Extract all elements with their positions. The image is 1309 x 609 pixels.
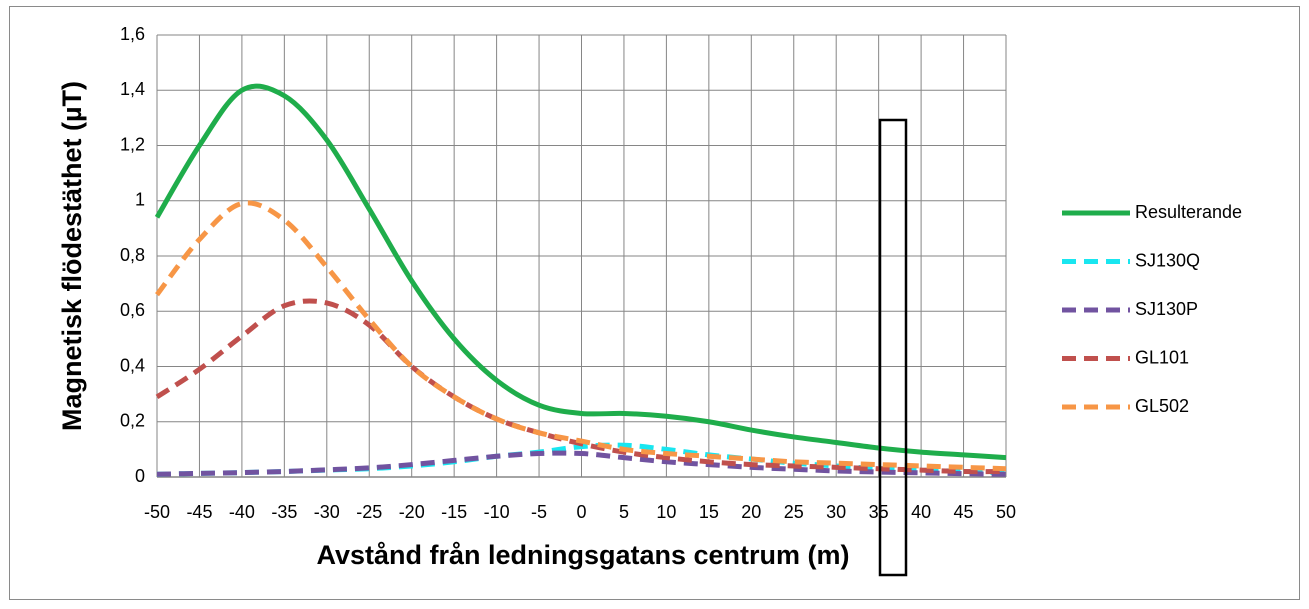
x-tick-label: 35 <box>869 502 889 522</box>
x-tick-label: -40 <box>229 502 255 522</box>
x-tick-label: 0 <box>576 502 586 522</box>
legend-label: GL502 <box>1135 396 1189 416</box>
y-tick-label: 0,4 <box>120 355 145 375</box>
y-tick-label: 0 <box>135 466 145 486</box>
x-tick-label: -20 <box>399 502 425 522</box>
lines <box>154 83 1007 477</box>
y-tick-label: 1,4 <box>120 79 145 99</box>
series-line <box>155 298 1007 475</box>
x-axis-title: Avstånd från ledningsgatans centrum (m) <box>316 540 849 570</box>
y-tick-label: 1,6 <box>120 24 145 44</box>
y-tick-label: 1,2 <box>120 134 145 154</box>
series-line <box>154 83 1007 461</box>
legend-label: SJ130Q <box>1135 250 1200 270</box>
x-tick-label: 5 <box>619 502 629 522</box>
y-tick-label: 0,8 <box>120 245 145 265</box>
legend-label: Resulterande <box>1135 202 1242 222</box>
series-line <box>155 200 1007 472</box>
y-tick-label: 1 <box>135 190 145 210</box>
highlight-box <box>878 118 908 577</box>
y-axis-title: Magnetisk flödestäthet (µT) <box>57 81 87 431</box>
x-tick-label: -30 <box>314 502 340 522</box>
legend-label: SJ130P <box>1135 299 1198 319</box>
y-tick-label: 0,6 <box>120 300 145 320</box>
x-tick-label: -25 <box>356 502 382 522</box>
x-tick-label: 10 <box>656 502 676 522</box>
legend-label: GL101 <box>1135 347 1189 367</box>
x-tick-label: 15 <box>699 502 719 522</box>
x-tick-label: 20 <box>741 502 761 522</box>
x-tick-label: 25 <box>784 502 804 522</box>
x-tick-label: -50 <box>144 502 170 522</box>
x-tick-label: -35 <box>271 502 297 522</box>
x-tick-label: 50 <box>996 502 1016 522</box>
x-tick-label: 30 <box>826 502 846 522</box>
x-tick-label: 40 <box>911 502 931 522</box>
x-tick-label: -10 <box>484 502 510 522</box>
grid <box>156 34 1007 478</box>
x-tick-label: -15 <box>441 502 467 522</box>
x-tick-label: -5 <box>531 502 547 522</box>
series-line <box>156 450 1007 477</box>
y-tick-label: 0,2 <box>120 411 145 431</box>
x-tick-label: 45 <box>954 502 974 522</box>
x-tick-label: -45 <box>186 502 212 522</box>
